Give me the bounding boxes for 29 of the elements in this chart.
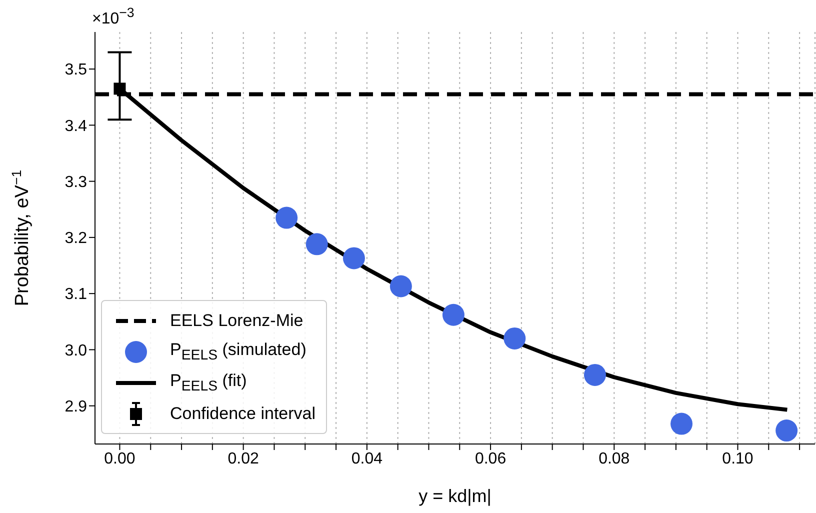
y-tick-label: 3.5	[64, 62, 88, 79]
point	[342, 247, 365, 270]
point	[670, 412, 693, 435]
y-tick-label: 3.1	[64, 286, 88, 304]
x-tick-label: 0.10	[722, 450, 754, 468]
point	[276, 206, 298, 229]
legend-label: Confidence interval	[170, 404, 316, 424]
point	[306, 233, 328, 256]
legend-label: P$_{EELS}$ (simulated)	[170, 340, 306, 364]
point	[114, 82, 126, 95]
x-tick-label: 0.02	[228, 450, 259, 468]
text: ×10$^{−3}$	[92, 5, 134, 28]
x-axis-title: y = kd|m|	[418, 486, 492, 506]
x-tick-label: 0.04	[351, 450, 383, 468]
y-tick-label: 2.9	[64, 398, 88, 416]
legend-label: EELS Lorenz-Mie	[170, 310, 304, 330]
point	[442, 304, 464, 326]
point	[584, 364, 606, 386]
x-tick-label: 0.00	[104, 450, 136, 468]
point	[776, 420, 798, 442]
y-tick-label: 3.4	[64, 118, 88, 135]
point	[504, 327, 526, 350]
y-tick-label: 3.3	[64, 174, 88, 191]
y-tick-label: 3.0	[64, 342, 88, 360]
x-tick-label: 0.06	[474, 450, 506, 468]
y-tick-label: 3.2	[64, 230, 88, 248]
legend-label: P$_{EELS}$ (fit)	[170, 370, 247, 394]
x-tick-label: 0.08	[598, 450, 630, 468]
point	[390, 275, 412, 298]
